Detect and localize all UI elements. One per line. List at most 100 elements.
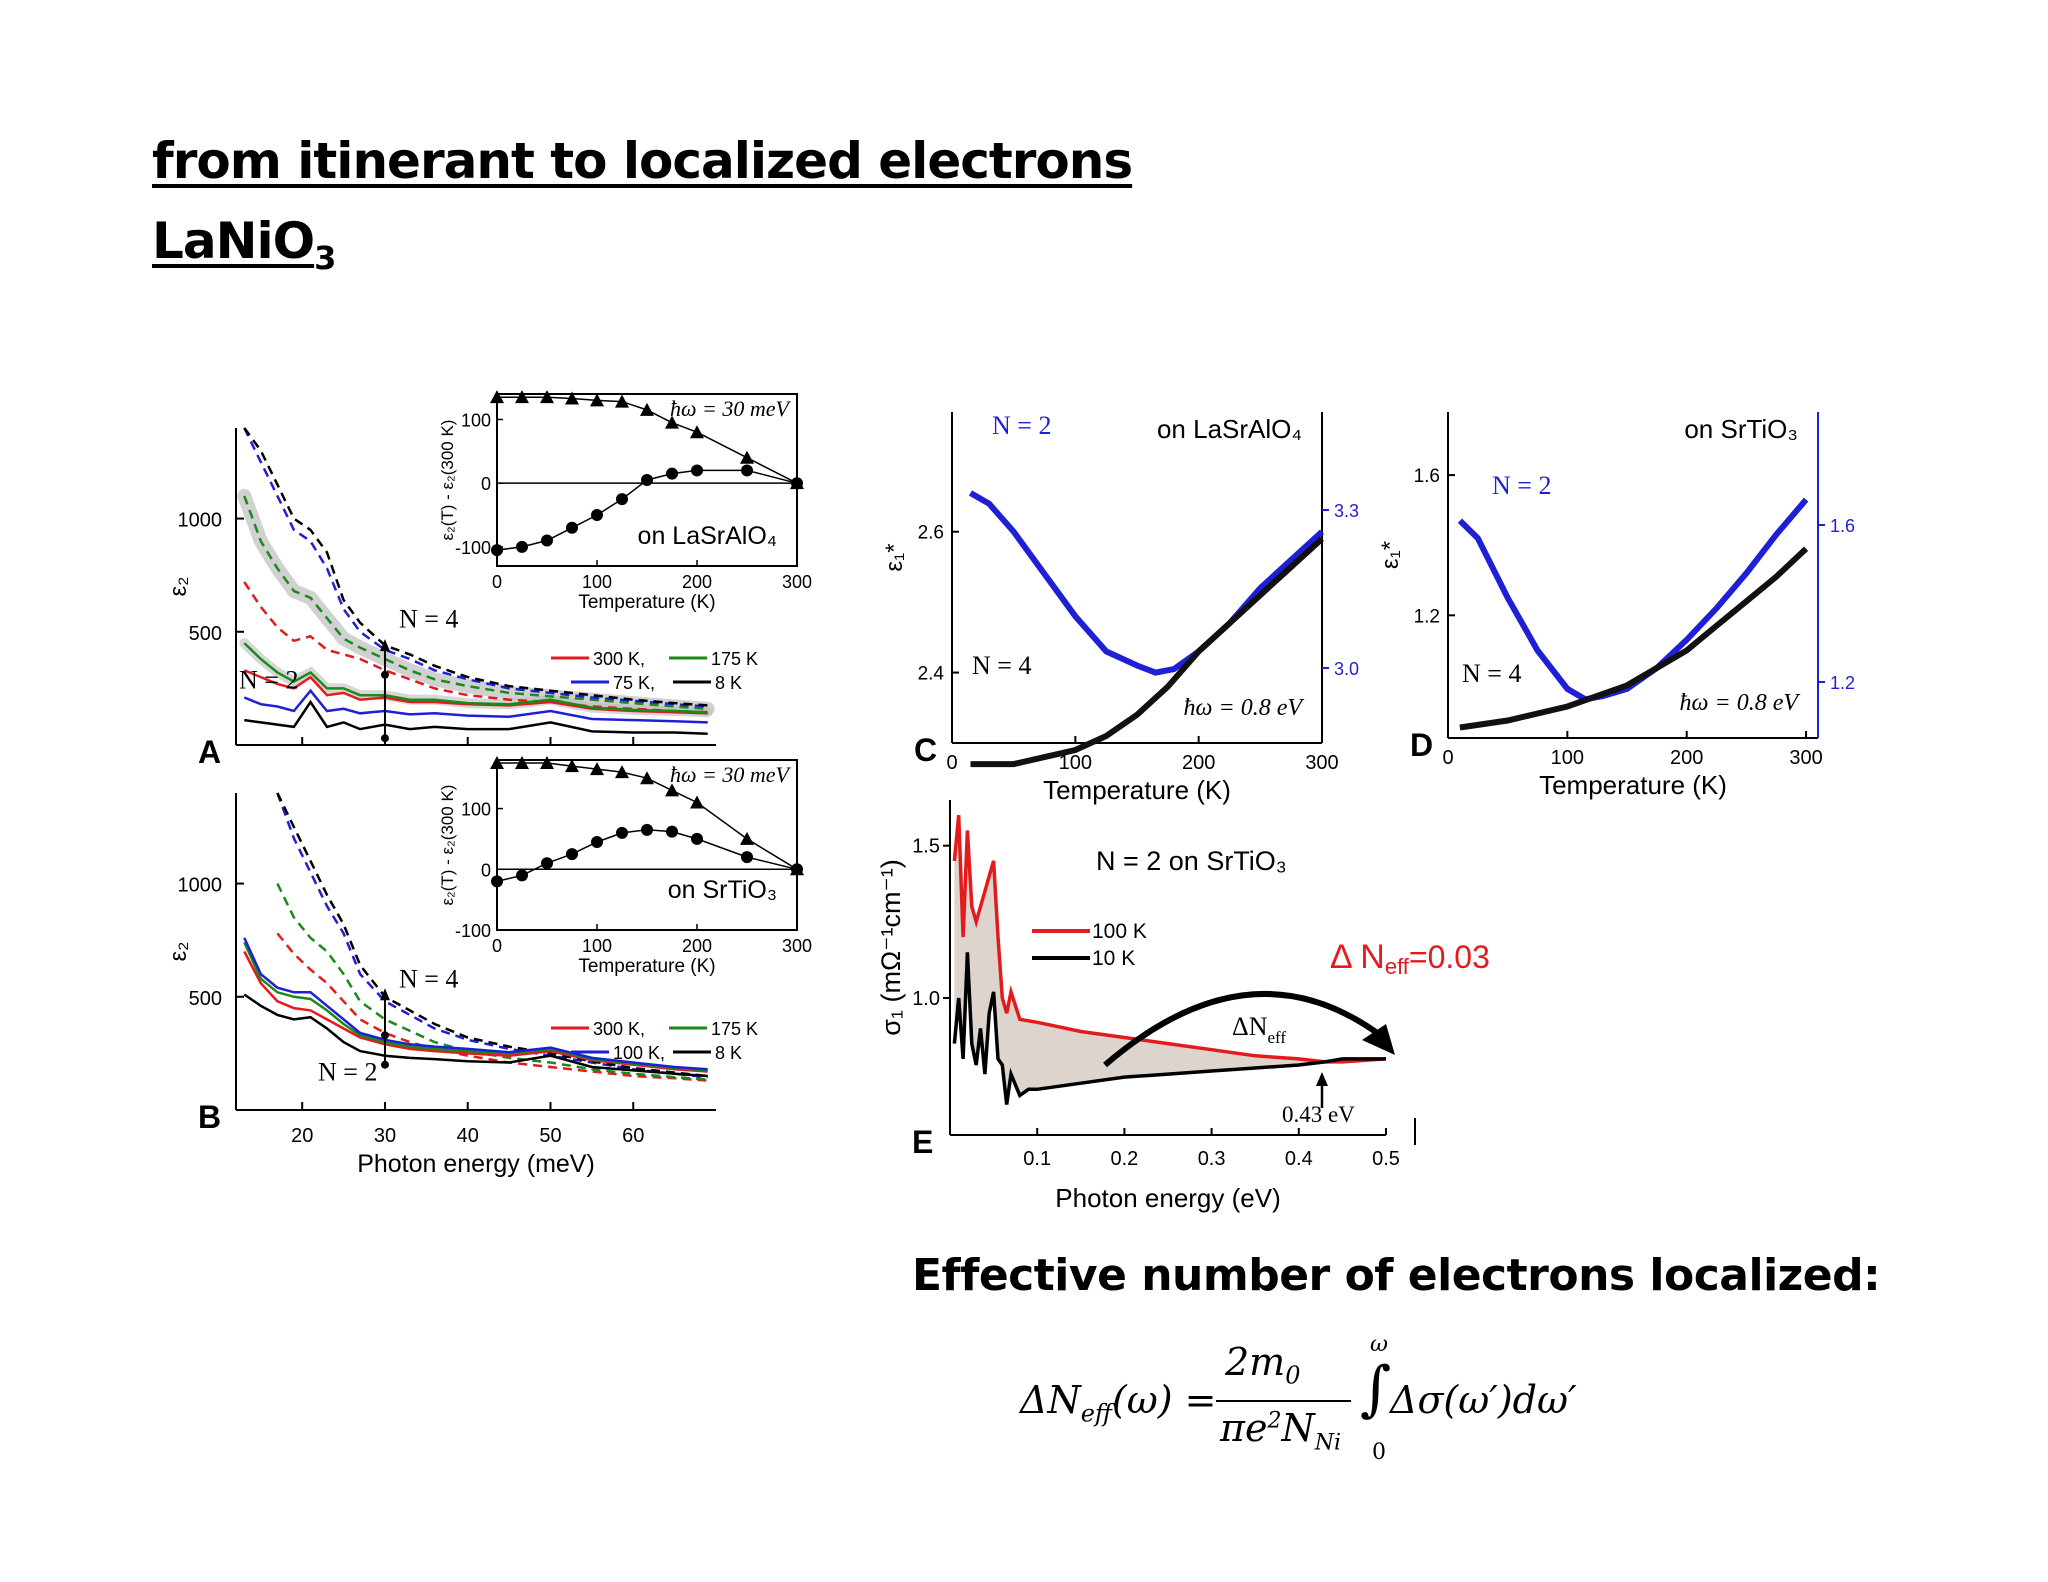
title-formula-main: LaNiO	[152, 212, 315, 270]
circle-point	[591, 509, 603, 522]
right-tick-label: 3.3	[1334, 501, 1359, 521]
delta-area	[954, 815, 1386, 1105]
circle-point	[516, 540, 528, 553]
x-tick-label: 200	[1670, 747, 1703, 769]
y-axis-label: ε₂(T) - ε₂(300 K)	[438, 785, 457, 906]
x-tick-label: 0	[946, 752, 957, 774]
inset-substrate-label: on SrTiO₃	[668, 876, 777, 904]
substrate-label: on SrTiO₃	[1684, 414, 1798, 444]
circle-point	[791, 477, 803, 490]
energy-label: ħω = 0.8 eV	[1680, 690, 1801, 716]
triangle-point	[490, 390, 504, 404]
series-n4-175K	[276, 883, 708, 1081]
legend-label: 8 K	[715, 673, 742, 693]
x-tick-label: 20	[291, 1125, 313, 1147]
triangle-point	[590, 393, 604, 407]
y-tick-label: 100	[461, 800, 491, 820]
legend-label: 75 K,	[613, 673, 655, 693]
right-tick-label: 1.2	[1830, 673, 1855, 693]
legend-label: 300 K,	[593, 1019, 645, 1039]
triangle-point	[665, 783, 679, 797]
panel-letter: C	[914, 732, 937, 768]
panel-letter: E	[912, 1124, 933, 1160]
x-tick-label: 0.5	[1372, 1148, 1400, 1170]
formula: ΔNeff(ω) = 2m0 πe2NNi ∫ ω 0 Δσ(ω′)dω′	[1020, 1332, 1580, 1470]
inset-energy-label: ħω = 30 meV	[670, 396, 792, 421]
triangle-point	[565, 391, 579, 405]
series-n4	[1459, 546, 1809, 731]
annotation-n2: N = 2	[318, 1058, 377, 1087]
y-tick-label: 1000	[178, 875, 223, 897]
circle-point	[541, 534, 553, 547]
x-tick-label: 300	[782, 936, 812, 956]
series-n4-75K	[243, 427, 708, 708]
y-axis-label: ε₂(T) - ε₂(300 K)	[438, 420, 457, 541]
legend-label: 300 K,	[593, 649, 645, 669]
formula-int-lower: 0	[1372, 1440, 1386, 1465]
y-tick-label: 0	[481, 860, 491, 880]
panel-letter: D	[1410, 727, 1433, 763]
n2-label: N = 2	[1492, 471, 1551, 500]
circle-point	[491, 875, 503, 888]
x-tick-label: 200	[1182, 752, 1215, 774]
n4-label: N = 4	[972, 651, 1031, 680]
y-axis-label: ε₂	[165, 576, 192, 596]
formula-integral-sign: ∫	[1360, 1354, 1392, 1424]
y-tick-label: 1.0	[912, 988, 940, 1010]
substrate-label: N = 2 on SrTiO₃	[1096, 846, 1287, 876]
circle-point	[566, 848, 578, 861]
triangle-point	[640, 771, 654, 785]
arrow-head	[379, 988, 390, 1001]
slide-title-line1: from itinerant to localized electrons	[152, 132, 1133, 190]
x-tick-label: 50	[539, 1125, 561, 1147]
x-axis-label: Temperature (K)	[578, 956, 715, 977]
x-tick-label: 300	[1789, 747, 1822, 769]
legend-label: 8 K	[715, 1043, 742, 1063]
x-tick-label: 0.2	[1110, 1148, 1138, 1170]
x-tick-label: 200	[682, 572, 712, 592]
section-heading: Effective number of electrons localized:	[912, 1250, 1881, 1301]
triangle-point	[540, 756, 554, 770]
circle-point	[791, 863, 803, 876]
y-axis-label: ε₁*	[881, 543, 908, 571]
annotation-n4: N = 4	[399, 965, 458, 994]
x-axis-label: Temperature (K)	[1539, 770, 1727, 800]
panel-letter: B	[198, 1099, 221, 1135]
y-tick-label: 100	[461, 410, 491, 430]
formula-denominator: πe2NNi	[1220, 1406, 1342, 1456]
title-formula-sub: 3	[314, 239, 336, 277]
y-tick-label: 0	[481, 474, 491, 494]
curved-arrow	[1103, 991, 1382, 1068]
circle-point	[641, 474, 653, 486]
annotation-n4: N = 4	[399, 604, 458, 633]
x-tick-label: 40	[457, 1125, 479, 1147]
triangle-point	[515, 390, 529, 404]
y-tick-label: 1000	[178, 510, 223, 532]
circle-point	[666, 467, 678, 480]
slide-title-line2: LaNiO3	[152, 212, 336, 277]
circle-point	[666, 825, 678, 838]
right-tick-label: 1.6	[1830, 516, 1855, 536]
series-n2-8K	[244, 699, 708, 735]
circle-point	[566, 521, 578, 534]
circle-point	[691, 832, 703, 845]
y-axis-label: σ₁ (mΩ⁻¹cm⁻¹)	[876, 859, 906, 1035]
triangle-point	[565, 759, 579, 773]
series-n2-175K	[243, 642, 708, 714]
energy-label: ħω = 0.8 eV	[1184, 695, 1305, 721]
substrate-label: on LaSrAlO₄	[1157, 414, 1302, 444]
legend-label: 100 K,	[613, 1043, 665, 1063]
triangle-point	[615, 765, 629, 779]
x-tick-label: 300	[782, 572, 812, 592]
y-tick-label: 1.5	[912, 836, 940, 858]
x-axis-label: Photon energy (meV)	[357, 1150, 595, 1178]
gray-band-n4	[237, 488, 715, 716]
x-tick-label: 300	[1305, 752, 1338, 774]
inset-substrate-label: on LaSrAlO₄	[638, 522, 777, 550]
circle-point	[491, 544, 503, 557]
right-tick-label: 3.0	[1334, 659, 1359, 679]
threshold-arrow-head	[1316, 1072, 1328, 1086]
x-tick-label: 0	[492, 936, 502, 956]
n4-label: N = 4	[1462, 659, 1521, 688]
